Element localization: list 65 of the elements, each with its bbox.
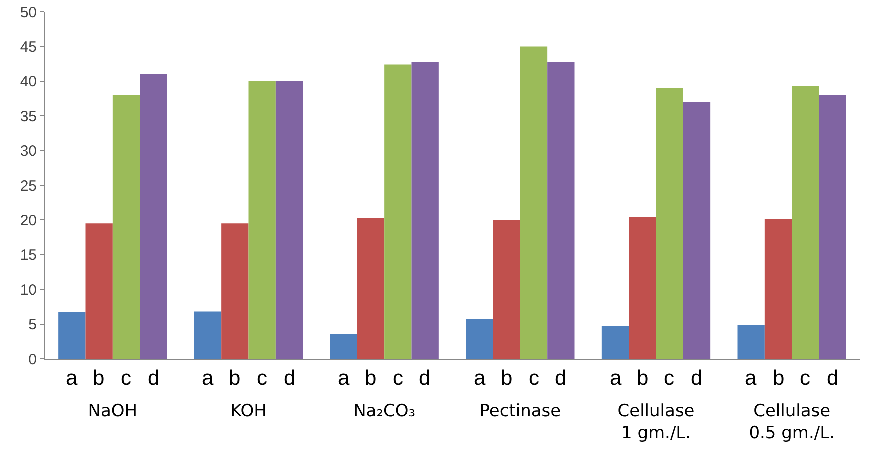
bar [357, 218, 385, 359]
text: c [529, 367, 540, 390]
text: b [501, 367, 513, 390]
text: c [393, 367, 404, 390]
x-tick-label: Pectinase [480, 401, 562, 422]
bar [819, 95, 846, 359]
series-label: a [66, 367, 78, 390]
bar [384, 64, 412, 359]
bar [412, 62, 439, 359]
text: b [773, 367, 785, 390]
bar [493, 220, 520, 359]
bar [548, 62, 575, 359]
bar [58, 312, 86, 359]
text: d [827, 367, 839, 390]
bar [520, 46, 548, 359]
bar [248, 81, 276, 359]
bar [764, 220, 792, 359]
x-tick-label: Cellulase 1 gm./L. [618, 401, 695, 444]
text: c [800, 367, 810, 390]
y-tick-label: 10 [20, 282, 37, 299]
series-label: b [93, 367, 105, 390]
text: a [202, 367, 214, 390]
bar [140, 74, 168, 359]
y-tick-label: 40 [20, 74, 37, 91]
text: a [745, 367, 757, 390]
text: a [610, 367, 622, 390]
text: d [555, 367, 567, 390]
text: d [691, 367, 703, 390]
text: a [338, 367, 350, 390]
bar [656, 88, 684, 359]
text: b [365, 367, 377, 390]
y-tick-label: 30 [20, 143, 37, 160]
bar [602, 326, 630, 359]
bar [276, 81, 304, 359]
bar [466, 319, 494, 359]
y-tick-label: 50 [20, 4, 37, 22]
series-label: c [121, 367, 132, 390]
bar [86, 224, 113, 359]
text: c [664, 367, 674, 390]
text: b [637, 367, 649, 390]
text: b [229, 367, 241, 390]
x-tick-label: Cellulase 0.5 gm./L. [749, 401, 835, 444]
text: c [257, 367, 268, 390]
text: a [474, 367, 486, 390]
y-tick-label: 35 [20, 108, 37, 126]
bar [194, 312, 222, 359]
y-tick-label: 45 [20, 38, 37, 56]
bar [738, 324, 765, 359]
text: d [284, 367, 296, 390]
y-tick-label: 25 [20, 178, 37, 195]
bar [792, 86, 820, 359]
series-label: d [148, 367, 160, 390]
x-tick-label: NaOH [88, 401, 138, 422]
bar [683, 102, 711, 359]
bar [629, 217, 656, 359]
y-tick-label: 5 [28, 316, 37, 334]
bar [330, 334, 358, 359]
x-tick-label: Na₂CO₃ [354, 401, 416, 422]
y-tick-label: 15 [20, 247, 37, 264]
y-tick-label: 0 [28, 351, 37, 368]
text: d [419, 367, 431, 390]
y-tick-label: 20 [20, 212, 37, 230]
x-tick-label: KOH [230, 401, 267, 422]
bar [222, 224, 249, 359]
bar [112, 95, 140, 359]
